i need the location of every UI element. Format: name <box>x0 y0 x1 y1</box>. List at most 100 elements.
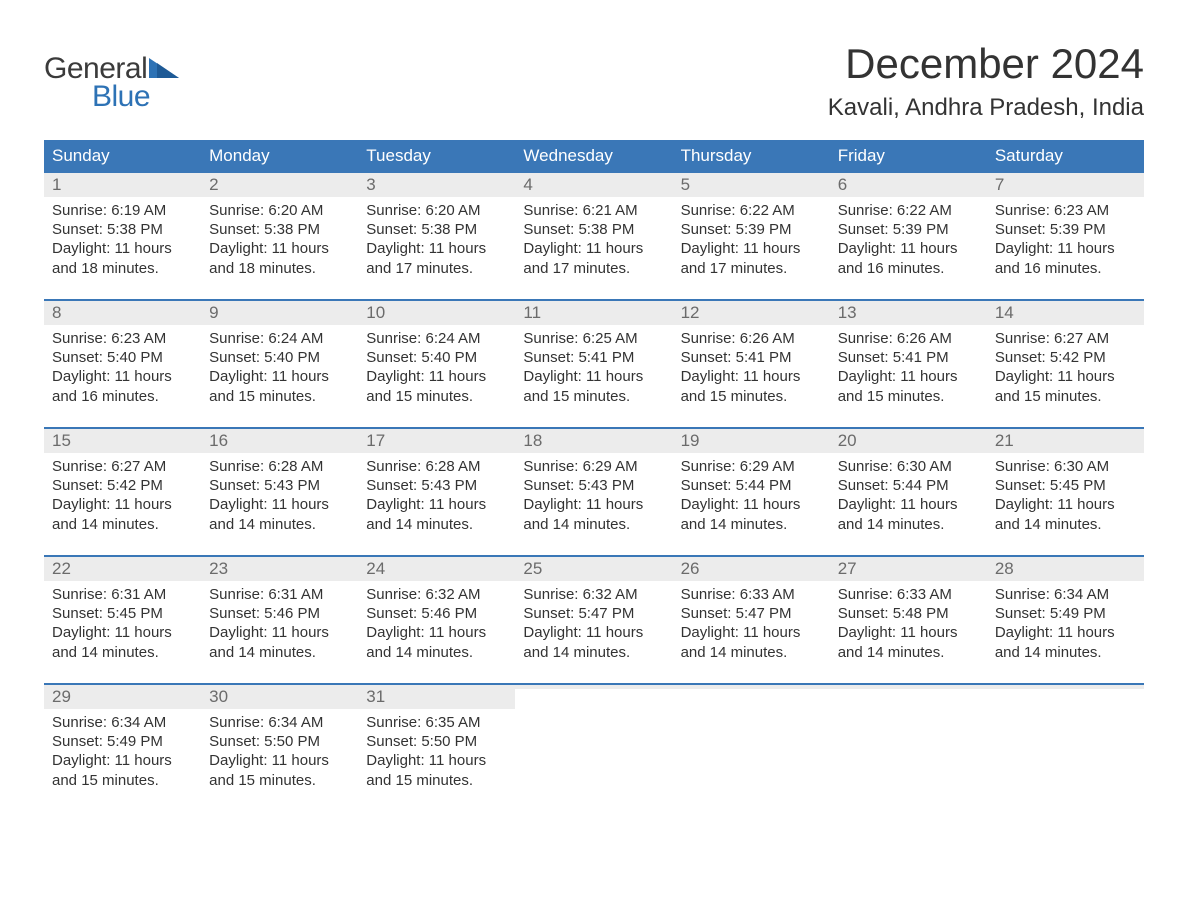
day-details: Sunrise: 6:29 AMSunset: 5:43 PMDaylight:… <box>515 453 672 542</box>
header-block: General Blue December 2024 Kavali, Andhr… <box>44 40 1144 122</box>
day-number: 13 <box>838 303 857 322</box>
weekday-header: Saturday <box>987 140 1144 172</box>
day-day2: and 16 minutes. <box>838 259 979 278</box>
day-number: 5 <box>681 175 690 194</box>
calendar-day <box>515 685 672 811</box>
day-day1: Daylight: 11 hours <box>366 495 507 514</box>
day-sunset: Sunset: 5:38 PM <box>523 220 664 239</box>
calendar-day: 4Sunrise: 6:21 AMSunset: 5:38 PMDaylight… <box>515 173 672 299</box>
day-day2: and 14 minutes. <box>52 643 193 662</box>
day-sunrise: Sunrise: 6:34 AM <box>995 585 1136 604</box>
logo-triangle-icon <box>149 58 179 78</box>
day-day1: Daylight: 11 hours <box>995 495 1136 514</box>
day-details: Sunrise: 6:28 AMSunset: 5:43 PMDaylight:… <box>358 453 515 542</box>
calendar-day: 6Sunrise: 6:22 AMSunset: 5:39 PMDaylight… <box>830 173 987 299</box>
day-details: Sunrise: 6:25 AMSunset: 5:41 PMDaylight:… <box>515 325 672 414</box>
day-day2: and 14 minutes. <box>366 515 507 534</box>
day-sunset: Sunset: 5:43 PM <box>523 476 664 495</box>
day-day1: Daylight: 11 hours <box>523 367 664 386</box>
day-number: 14 <box>995 303 1014 322</box>
calendar-week: 1Sunrise: 6:19 AMSunset: 5:38 PMDaylight… <box>44 173 1144 299</box>
day-day2: and 15 minutes. <box>209 387 350 406</box>
calendar-day: 21Sunrise: 6:30 AMSunset: 5:45 PMDayligh… <box>987 429 1144 555</box>
day-sunrise: Sunrise: 6:24 AM <box>366 329 507 348</box>
day-details: Sunrise: 6:20 AMSunset: 5:38 PMDaylight:… <box>201 197 358 286</box>
day-sunrise: Sunrise: 6:32 AM <box>366 585 507 604</box>
calendar-day: 25Sunrise: 6:32 AMSunset: 5:47 PMDayligh… <box>515 557 672 683</box>
weekday-header: Monday <box>201 140 358 172</box>
day-sunset: Sunset: 5:41 PM <box>838 348 979 367</box>
day-day2: and 14 minutes. <box>52 515 193 534</box>
day-day1: Daylight: 11 hours <box>838 495 979 514</box>
day-sunrise: Sunrise: 6:25 AM <box>523 329 664 348</box>
logo-word-2: Blue <box>92 80 179 114</box>
day-sunrise: Sunrise: 6:20 AM <box>209 201 350 220</box>
day-day2: and 14 minutes. <box>681 515 822 534</box>
day-number: 20 <box>838 431 857 450</box>
day-sunrise: Sunrise: 6:23 AM <box>52 329 193 348</box>
day-sunset: Sunset: 5:44 PM <box>838 476 979 495</box>
day-sunrise: Sunrise: 6:30 AM <box>995 457 1136 476</box>
day-day1: Daylight: 11 hours <box>681 495 822 514</box>
day-sunrise: Sunrise: 6:32 AM <box>523 585 664 604</box>
day-sunset: Sunset: 5:43 PM <box>209 476 350 495</box>
day-day1: Daylight: 11 hours <box>366 623 507 642</box>
day-details: Sunrise: 6:26 AMSunset: 5:41 PMDaylight:… <box>830 325 987 414</box>
day-sunset: Sunset: 5:46 PM <box>366 604 507 623</box>
day-details: Sunrise: 6:30 AMSunset: 5:45 PMDaylight:… <box>987 453 1144 542</box>
day-number: 16 <box>209 431 228 450</box>
day-sunset: Sunset: 5:46 PM <box>209 604 350 623</box>
day-details: Sunrise: 6:21 AMSunset: 5:38 PMDaylight:… <box>515 197 672 286</box>
day-details: Sunrise: 6:23 AMSunset: 5:39 PMDaylight:… <box>987 197 1144 286</box>
day-details: Sunrise: 6:29 AMSunset: 5:44 PMDaylight:… <box>673 453 830 542</box>
day-day1: Daylight: 11 hours <box>209 495 350 514</box>
calendar-day: 12Sunrise: 6:26 AMSunset: 5:41 PMDayligh… <box>673 301 830 427</box>
day-details: Sunrise: 6:33 AMSunset: 5:47 PMDaylight:… <box>673 581 830 670</box>
day-details: Sunrise: 6:23 AMSunset: 5:40 PMDaylight:… <box>44 325 201 414</box>
calendar-day: 13 Sunrise: 6:26 AMSunset: 5:41 PMDayligh… <box>830 301 987 427</box>
day-sunset: Sunset: 5:43 PM <box>366 476 507 495</box>
day-number: 8 <box>52 303 61 322</box>
day-sunrise: Sunrise: 6:33 AM <box>681 585 822 604</box>
day-number: 10 <box>366 303 385 322</box>
calendar-day: 24Sunrise: 6:32 AMSunset: 5:46 PMDayligh… <box>358 557 515 683</box>
day-details: Sunrise: 6:34 AMSunset: 5:49 PMDaylight:… <box>44 709 201 798</box>
day-details: Sunrise: 6:30 AMSunset: 5:44 PMDaylight:… <box>830 453 987 542</box>
day-sunset: Sunset: 5:39 PM <box>838 220 979 239</box>
day-sunset: Sunset: 5:47 PM <box>523 604 664 623</box>
day-sunrise: Sunrise: 6:24 AM <box>209 329 350 348</box>
day-details: Sunrise: 6:31 AMSunset: 5:46 PMDaylight:… <box>201 581 358 670</box>
day-details: Sunrise: 6:24 AMSunset: 5:40 PMDaylight:… <box>201 325 358 414</box>
day-details: Sunrise: 6:32 AMSunset: 5:47 PMDaylight:… <box>515 581 672 670</box>
calendar-day: 1Sunrise: 6:19 AMSunset: 5:38 PMDaylight… <box>44 173 201 299</box>
day-sunset: Sunset: 5:48 PM <box>838 604 979 623</box>
day-day2: and 15 minutes. <box>995 387 1136 406</box>
day-day1: Daylight: 11 hours <box>995 623 1136 642</box>
day-sunrise: Sunrise: 6:26 AM <box>838 329 979 348</box>
day-number: 30 <box>209 687 228 706</box>
calendar-day: 8 Sunrise: 6:23 AMSunset: 5:40 PMDaylight… <box>44 301 201 427</box>
day-day1: Daylight: 11 hours <box>838 239 979 258</box>
weekday-header: Friday <box>830 140 987 172</box>
calendar-day: 23Sunrise: 6:31 AMSunset: 5:46 PMDayligh… <box>201 557 358 683</box>
day-day2: and 14 minutes. <box>838 643 979 662</box>
calendar-day: 31Sunrise: 6:35 AMSunset: 5:50 PMDayligh… <box>358 685 515 811</box>
calendar-day: 22Sunrise: 6:31 AMSunset: 5:45 PMDayligh… <box>44 557 201 683</box>
calendar-day <box>987 685 1144 811</box>
day-day1: Daylight: 11 hours <box>366 367 507 386</box>
day-number: 15 <box>52 431 71 450</box>
calendar-day: 26 Sunrise: 6:33 AMSunset: 5:47 PMDayligh… <box>673 557 830 683</box>
day-sunset: Sunset: 5:47 PM <box>681 604 822 623</box>
day-details: Sunrise: 6:22 AMSunset: 5:39 PMDaylight:… <box>673 197 830 286</box>
day-day2: and 15 minutes. <box>681 387 822 406</box>
day-number: 26 <box>681 559 700 578</box>
day-details: Sunrise: 6:28 AMSunset: 5:43 PMDaylight:… <box>201 453 358 542</box>
calendar-week: 22Sunrise: 6:31 AMSunset: 5:45 PMDayligh… <box>44 555 1144 683</box>
day-number: 19 <box>681 431 700 450</box>
calendar-day: 2Sunrise: 6:20 AMSunset: 5:38 PMDaylight… <box>201 173 358 299</box>
day-day1: Daylight: 11 hours <box>209 751 350 770</box>
day-sunrise: Sunrise: 6:30 AM <box>838 457 979 476</box>
day-sunset: Sunset: 5:38 PM <box>209 220 350 239</box>
day-sunrise: Sunrise: 6:34 AM <box>52 713 193 732</box>
calendar-day: 16 Sunrise: 6:28 AMSunset: 5:43 PMDayligh… <box>201 429 358 555</box>
